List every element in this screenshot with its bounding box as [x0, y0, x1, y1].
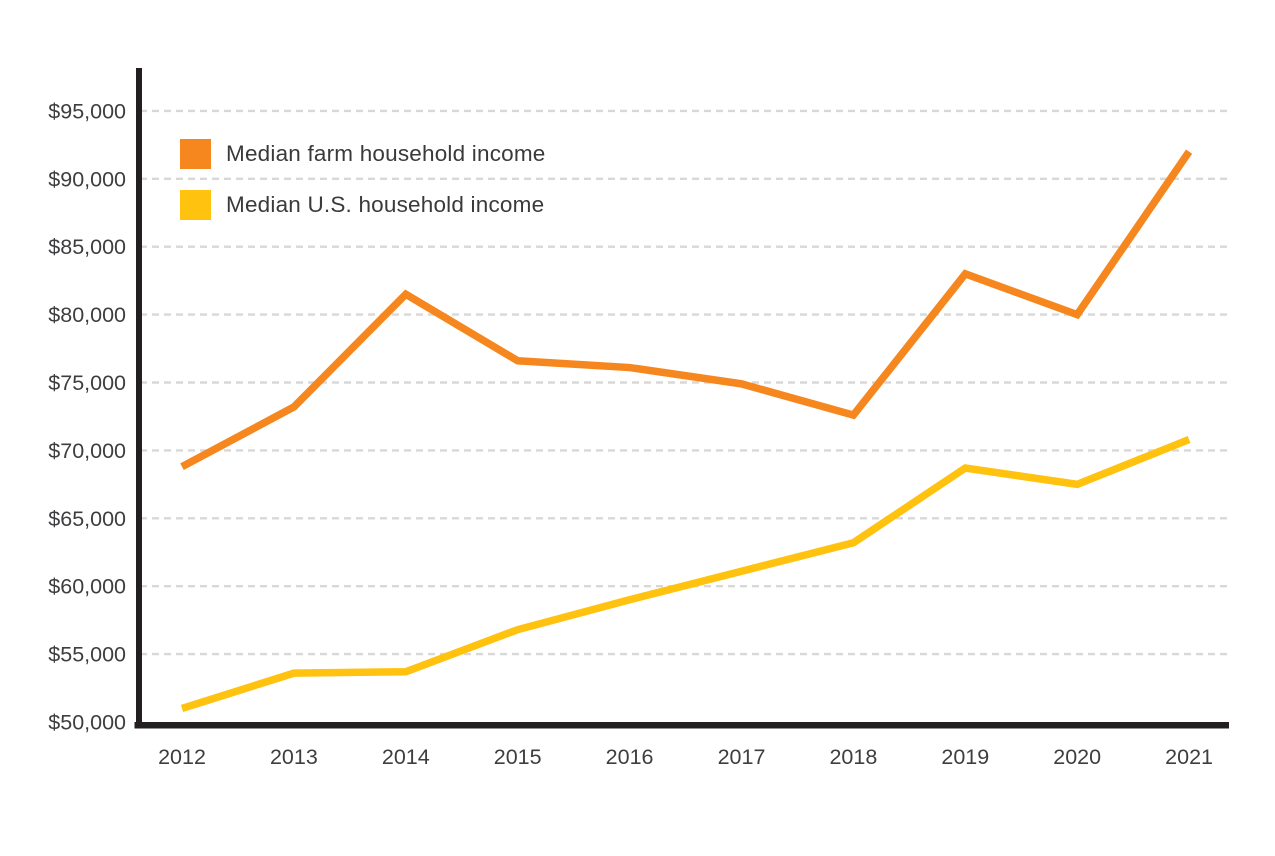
x-axis-tick-label: 2021 — [1165, 745, 1213, 769]
x-axis-tick-label: 2019 — [941, 745, 989, 769]
y-axis-line — [136, 68, 142, 729]
y-axis-tick-label: $65,000 — [48, 507, 126, 531]
chart-legend: Median farm household income Median U.S.… — [180, 139, 546, 241]
x-axis-tick-label: 2017 — [718, 745, 766, 769]
y-axis-tick-label: $80,000 — [48, 303, 126, 327]
legend-label-us-income: Median U.S. household income — [226, 192, 545, 217]
farm-income-line — [180, 149, 1193, 471]
y-axis-tick-label: $75,000 — [48, 371, 126, 395]
y-axis-tick-label: $85,000 — [48, 235, 126, 259]
us-income-line — [180, 436, 1191, 712]
x-axis-tick-label: 2015 — [494, 745, 542, 769]
x-axis-tick-label: 2014 — [382, 745, 430, 769]
y-axis-tick-label: $55,000 — [48, 643, 126, 667]
x-axis-line — [134, 722, 1229, 729]
x-axis-tick-label: 2013 — [270, 745, 318, 769]
x-axis-tick-label: 2012 — [158, 745, 206, 769]
y-axis-tick-label: $60,000 — [48, 575, 126, 599]
x-axis-tick-label: 2020 — [1053, 745, 1101, 769]
x-axis-tick-label: 2018 — [829, 745, 877, 769]
legend-swatch-us-income — [180, 190, 211, 220]
y-axis-tick-label: $90,000 — [48, 167, 126, 191]
y-axis-tick-label: $95,000 — [48, 99, 126, 123]
legend-label-farm-income: Median farm household income — [226, 141, 546, 166]
y-axis-tick-label: $50,000 — [48, 711, 126, 735]
legend-swatch-farm-income — [180, 139, 211, 169]
legend-item-farm-income: Median farm household income — [180, 139, 546, 169]
y-axis-tick-label: $70,000 — [48, 439, 126, 463]
legend-item-us-income: Median U.S. household income — [180, 190, 546, 220]
x-axis-tick-label: 2016 — [606, 745, 654, 769]
